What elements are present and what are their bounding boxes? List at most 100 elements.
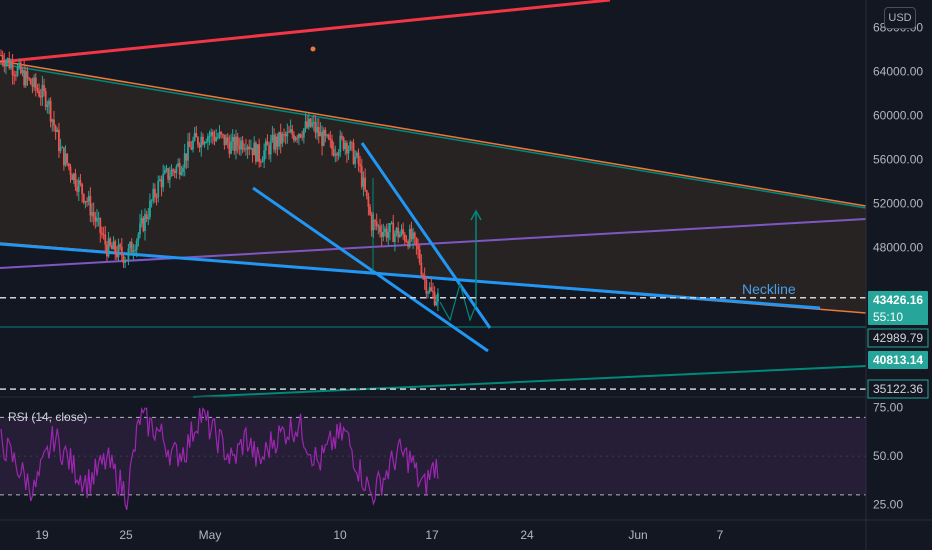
candle-body-180 (298, 134, 300, 139)
candle-body-176 (291, 129, 294, 135)
candle-body-178 (294, 137, 297, 141)
candle-body-19 (31, 84, 34, 87)
time-tick-label-6: Jun (628, 528, 647, 542)
candle-body-156 (258, 144, 261, 162)
candle-body-220 (364, 177, 366, 191)
candle-body-198 (327, 134, 330, 139)
candle-body-261 (432, 290, 434, 293)
candle-body-177 (293, 134, 295, 141)
candle-body-205 (339, 135, 342, 153)
candle-body-52 (86, 201, 88, 203)
candle-body-158 (261, 161, 264, 163)
candle-body-61 (101, 232, 103, 235)
candle-body-137 (226, 137, 229, 144)
candle-body-142 (235, 136, 237, 151)
candle-body-96 (158, 179, 161, 181)
candle-body-11 (18, 62, 21, 68)
price-axis-bg (866, 0, 932, 550)
candle-body-194 (321, 131, 323, 146)
candle-body-252 (417, 245, 419, 250)
candle-body-174 (288, 131, 290, 133)
candle-body-214 (354, 156, 357, 164)
candle-body-49 (81, 183, 83, 194)
candle-body-232 (384, 228, 386, 232)
candle-body-63 (104, 234, 107, 245)
candle-body-148 (245, 148, 247, 150)
time-axis[interactable]: 19 25 May 10 17 24 Jun 7 (0, 519, 932, 542)
candle-body-62 (102, 234, 105, 236)
candle-body-48 (79, 180, 82, 184)
candle-body-211 (349, 142, 352, 150)
candle-body-210 (347, 149, 350, 154)
candle-body-46 (76, 186, 79, 192)
candle-body-229 (379, 225, 381, 233)
candle-body-185 (306, 121, 309, 128)
candle-body-218 (360, 166, 363, 187)
price-axis[interactable]: 48000.00 52000.00 56000.00 60000.00 64000.00… (865, 0, 932, 550)
candle-body-186 (307, 118, 310, 128)
candle-body-238 (393, 233, 396, 242)
candle-body-132 (218, 131, 221, 138)
candle-body-97 (160, 179, 163, 188)
candle-body-134 (221, 134, 224, 136)
candle-body-103 (170, 169, 173, 177)
candle-body-113 (187, 141, 189, 161)
price-label-countdown-0: 55:10 (873, 310, 903, 324)
candle-body-249 (412, 232, 414, 240)
red-trendline (0, 0, 611, 64)
candle-body-223 (369, 206, 371, 215)
time-tick-label-4: 17 (425, 528, 439, 542)
currency-badge[interactable]: USD (884, 7, 916, 29)
candle-body-85 (140, 218, 143, 224)
candle-body-53 (87, 196, 90, 202)
candle-body-5 (8, 58, 11, 69)
candle-body-161 (266, 141, 269, 146)
candle-body-244 (403, 234, 406, 242)
candle-body-39 (64, 153, 67, 166)
rsi-legend: RSI (14, close) (8, 410, 88, 424)
candle-body-40 (66, 153, 69, 164)
candle-body-242 (400, 229, 403, 235)
candle-body-107 (177, 163, 179, 167)
candle-body-102 (168, 176, 171, 180)
candle-body-38 (62, 147, 65, 166)
candle-body-119 (197, 137, 199, 145)
candle-body-105 (173, 171, 176, 173)
price-label-bg-1 (867, 328, 929, 348)
candle-body-225 (372, 220, 375, 231)
candle-body-209 (345, 142, 348, 154)
candle-body-15 (24, 71, 27, 86)
candle-body-170 (281, 133, 284, 144)
rsi-pane (0, 396, 932, 510)
candle-body-74 (122, 255, 125, 264)
time-tick-label-2: May (199, 528, 222, 542)
candle-body-6 (10, 63, 12, 69)
candle-body-172 (284, 134, 287, 137)
candle-body-77 (127, 248, 130, 260)
candle-body-94 (155, 197, 158, 199)
candle-body-237 (392, 222, 395, 242)
time-tick-label-1: 25 (119, 528, 133, 542)
target-arrowhead (470, 209, 482, 221)
candle-body-203 (336, 153, 338, 156)
candle-body-251 (415, 237, 418, 246)
price-label-bg-3 (867, 379, 929, 399)
candle-body-260 (430, 287, 433, 291)
candle-body-202 (334, 153, 337, 156)
candle-body-235 (389, 223, 391, 233)
candle-body-42 (69, 166, 72, 176)
candle-body-35 (58, 129, 60, 152)
candle-body-149 (246, 146, 249, 150)
price-label-0: 43426.16 (873, 293, 923, 307)
candle-body-59 (97, 218, 100, 220)
candle-body-264 (437, 293, 439, 302)
candle-body-95 (157, 180, 160, 198)
candle-body-199 (329, 138, 332, 140)
candle-body-111 (183, 153, 186, 168)
candle-body-12 (19, 62, 22, 74)
candle-body-219 (362, 177, 365, 187)
wedge-upper-line (360, 142, 492, 329)
candle-body-139 (230, 141, 232, 154)
candle-body-91 (150, 200, 153, 202)
